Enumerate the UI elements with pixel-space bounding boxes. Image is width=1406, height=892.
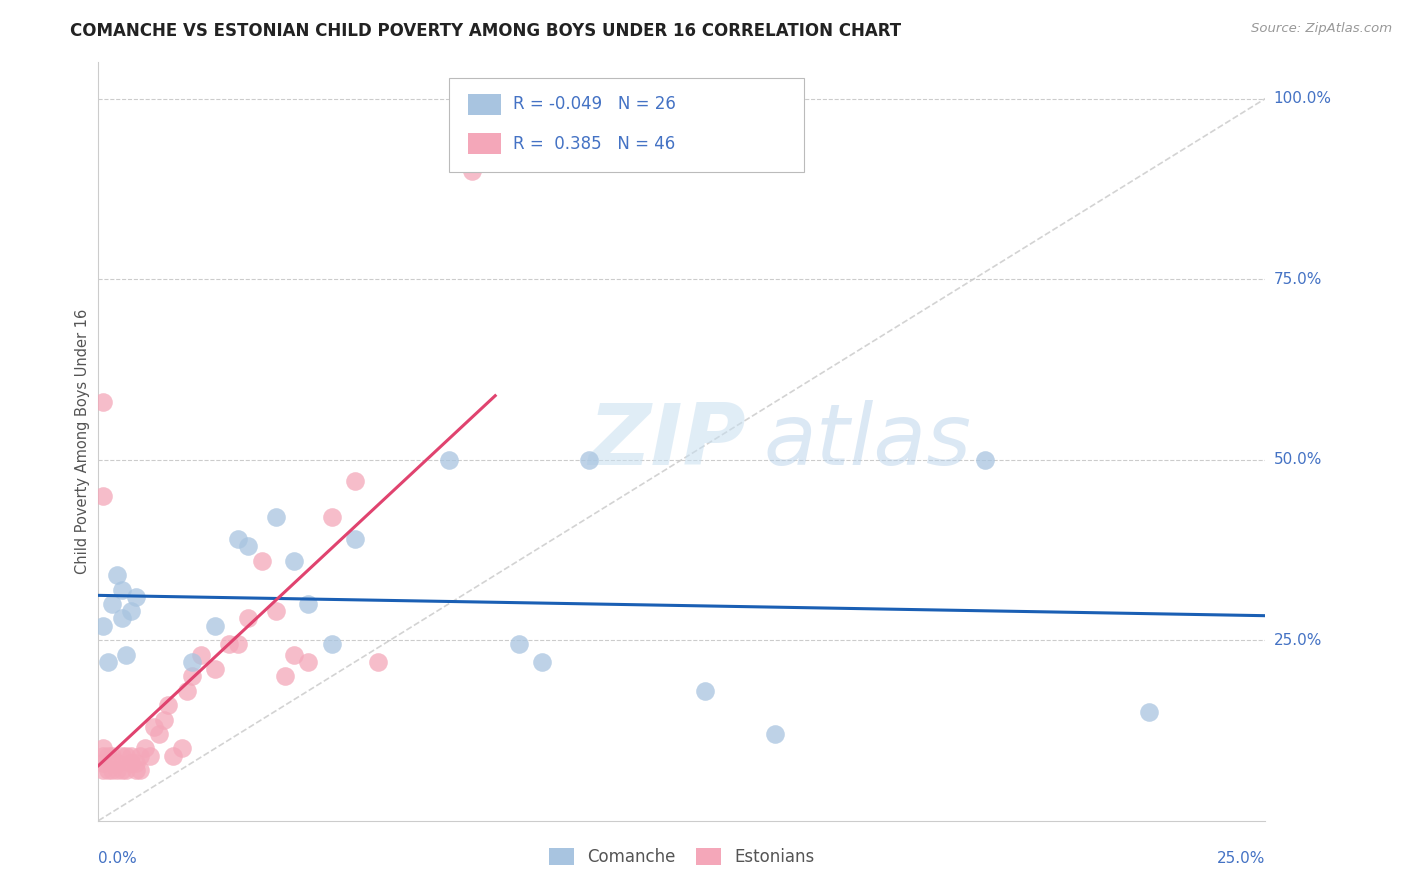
Text: 50.0%: 50.0% (1274, 452, 1322, 467)
Point (91, 756, 114, 770)
Point (97, 748, 120, 763)
Point (120, 756, 142, 770)
Point (125, 590, 148, 604)
Point (91, 489, 114, 503)
Text: R = -0.049   N = 26: R = -0.049 N = 26 (513, 95, 675, 113)
Point (125, 763, 148, 777)
Point (437, 452, 460, 467)
Point (111, 763, 134, 777)
Point (297, 655, 319, 669)
Point (180, 655, 202, 669)
Point (283, 648, 305, 662)
Point (157, 698, 180, 712)
Point (461, 163, 484, 178)
Point (274, 669, 297, 683)
Point (120, 604, 142, 618)
Point (763, 727, 786, 741)
Point (236, 539, 259, 553)
Point (111, 611, 134, 625)
Text: atlas: atlas (763, 400, 972, 483)
Point (321, 510, 343, 524)
Text: 75.0%: 75.0% (1274, 271, 1322, 286)
Text: 0.0%: 0.0% (98, 851, 138, 866)
Point (695, 683, 717, 698)
Point (508, 637, 530, 651)
Text: ZIP: ZIP (589, 400, 747, 483)
Point (101, 597, 124, 611)
Point (344, 475, 367, 489)
Text: Source: ZipAtlas.com: Source: ZipAtlas.com (1251, 22, 1392, 36)
Point (125, 756, 148, 770)
FancyBboxPatch shape (468, 133, 501, 154)
Point (91, 748, 114, 763)
Legend: Comanche, Estonians: Comanche, Estonians (543, 841, 821, 873)
Point (97, 655, 120, 669)
Point (974, 452, 997, 467)
Point (111, 748, 134, 763)
Point (176, 683, 198, 698)
Point (204, 662, 226, 676)
Point (1137, 706, 1160, 720)
Point (236, 611, 259, 625)
Point (283, 554, 305, 568)
Point (297, 597, 319, 611)
Point (101, 748, 124, 763)
Y-axis label: Child Poverty Among Boys Under 16: Child Poverty Among Boys Under 16 (75, 309, 90, 574)
Point (530, 655, 553, 669)
Point (152, 713, 174, 727)
Point (204, 618, 226, 632)
Point (105, 568, 128, 582)
Point (120, 748, 142, 763)
FancyBboxPatch shape (468, 94, 501, 115)
Point (105, 763, 128, 777)
Point (115, 648, 138, 662)
Text: 100.0%: 100.0% (1274, 91, 1331, 106)
Point (111, 582, 134, 597)
Point (129, 763, 152, 777)
Text: 25.0%: 25.0% (1274, 632, 1322, 648)
Point (218, 637, 240, 651)
Point (250, 554, 273, 568)
FancyBboxPatch shape (449, 78, 804, 172)
Text: R =  0.385   N = 46: R = 0.385 N = 46 (513, 135, 675, 153)
Point (139, 748, 162, 763)
Point (129, 748, 152, 763)
Point (91, 394, 114, 409)
Point (367, 655, 389, 669)
Point (115, 763, 138, 777)
Text: COMANCHE VS ESTONIAN CHILD POVERTY AMONG BOYS UNDER 16 CORRELATION CHART: COMANCHE VS ESTONIAN CHILD POVERTY AMONG… (70, 22, 901, 40)
Point (228, 532, 250, 546)
Point (578, 452, 600, 467)
Text: 25.0%: 25.0% (1218, 851, 1265, 866)
Point (91, 741, 114, 756)
Point (344, 532, 367, 546)
Point (264, 510, 287, 524)
Point (321, 637, 343, 651)
Point (97, 763, 120, 777)
Point (190, 648, 212, 662)
Point (264, 604, 287, 618)
Point (180, 669, 202, 683)
Point (91, 763, 114, 777)
Point (228, 637, 250, 651)
Point (143, 720, 166, 734)
Point (134, 741, 156, 756)
Point (105, 756, 128, 770)
Point (162, 748, 184, 763)
Point (115, 748, 138, 763)
Point (172, 741, 194, 756)
Point (91, 618, 114, 632)
Point (101, 763, 124, 777)
Point (148, 727, 170, 741)
